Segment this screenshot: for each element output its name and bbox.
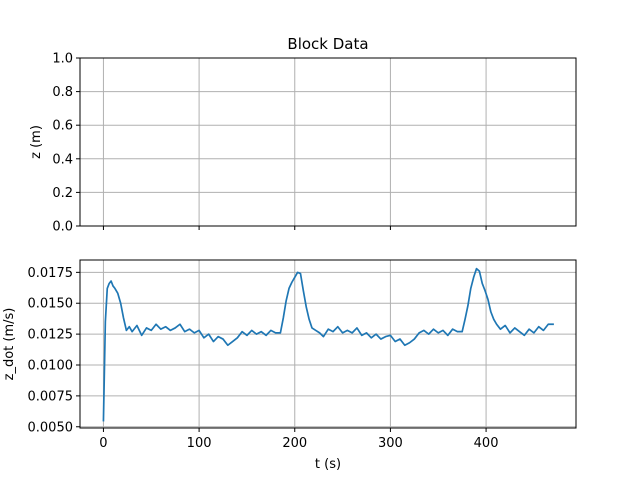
bottom-x-tick-label: 100 [187, 436, 212, 451]
top-y-tick-label: 0.2 [52, 186, 73, 201]
top-y-axis-label: z (m) [29, 125, 44, 159]
bottom-y-tick-label: 0.0125 [28, 328, 74, 343]
velocity-series-line [102, 267, 554, 422]
top-axes-frame [79, 57, 577, 227]
top-y-tick-label: 0.6 [52, 119, 73, 134]
bottom-y-tick-label: 0.0075 [28, 389, 74, 404]
bottom-x-tick-label: 400 [474, 436, 499, 451]
bottom-y-tick-label: 0.0175 [28, 266, 74, 281]
top-y-tick-label: 0.0 [52, 220, 73, 235]
bottom-y-axis-label: z_dot (m/s) [2, 308, 17, 381]
bottom-y-tick-label: 0.0150 [28, 297, 74, 312]
bottom-y-tick-label: 0.0050 [28, 420, 74, 435]
bottom-x-tick-label: 200 [282, 436, 307, 451]
top-y-tick-label: 1.0 [52, 52, 73, 67]
bottom-axes: 0 100 200 300 400 0.0050 0.0075 0.0100 0.0125 0.0… [2, 259, 577, 472]
top-y-tick-label: 0.8 [52, 85, 73, 100]
top-y-tick-label: 0.4 [52, 152, 73, 167]
top-axes: Block Data 0.0 0.2 0.4 0.6 0.8 1.0 z (m) [29, 35, 577, 235]
top-grid [80, 57, 576, 227]
bottom-ticks: 0 100 200 300 400 0.0050 0.0075 0.0100 0.0125 0.0… [28, 266, 499, 451]
top-ticks: 0.0 0.2 0.4 0.6 0.8 1.0 [52, 52, 487, 235]
bottom-y-tick-label: 0.0100 [28, 359, 74, 374]
bottom-axes-frame [79, 259, 577, 429]
bottom-grid [80, 260, 576, 428]
bottom-x-tick-label: 0 [99, 436, 107, 451]
bottom-x-tick-label: 300 [378, 436, 403, 451]
top-chart-title: Block Data [287, 35, 368, 53]
bottom-x-axis-label: t (s) [315, 457, 341, 472]
